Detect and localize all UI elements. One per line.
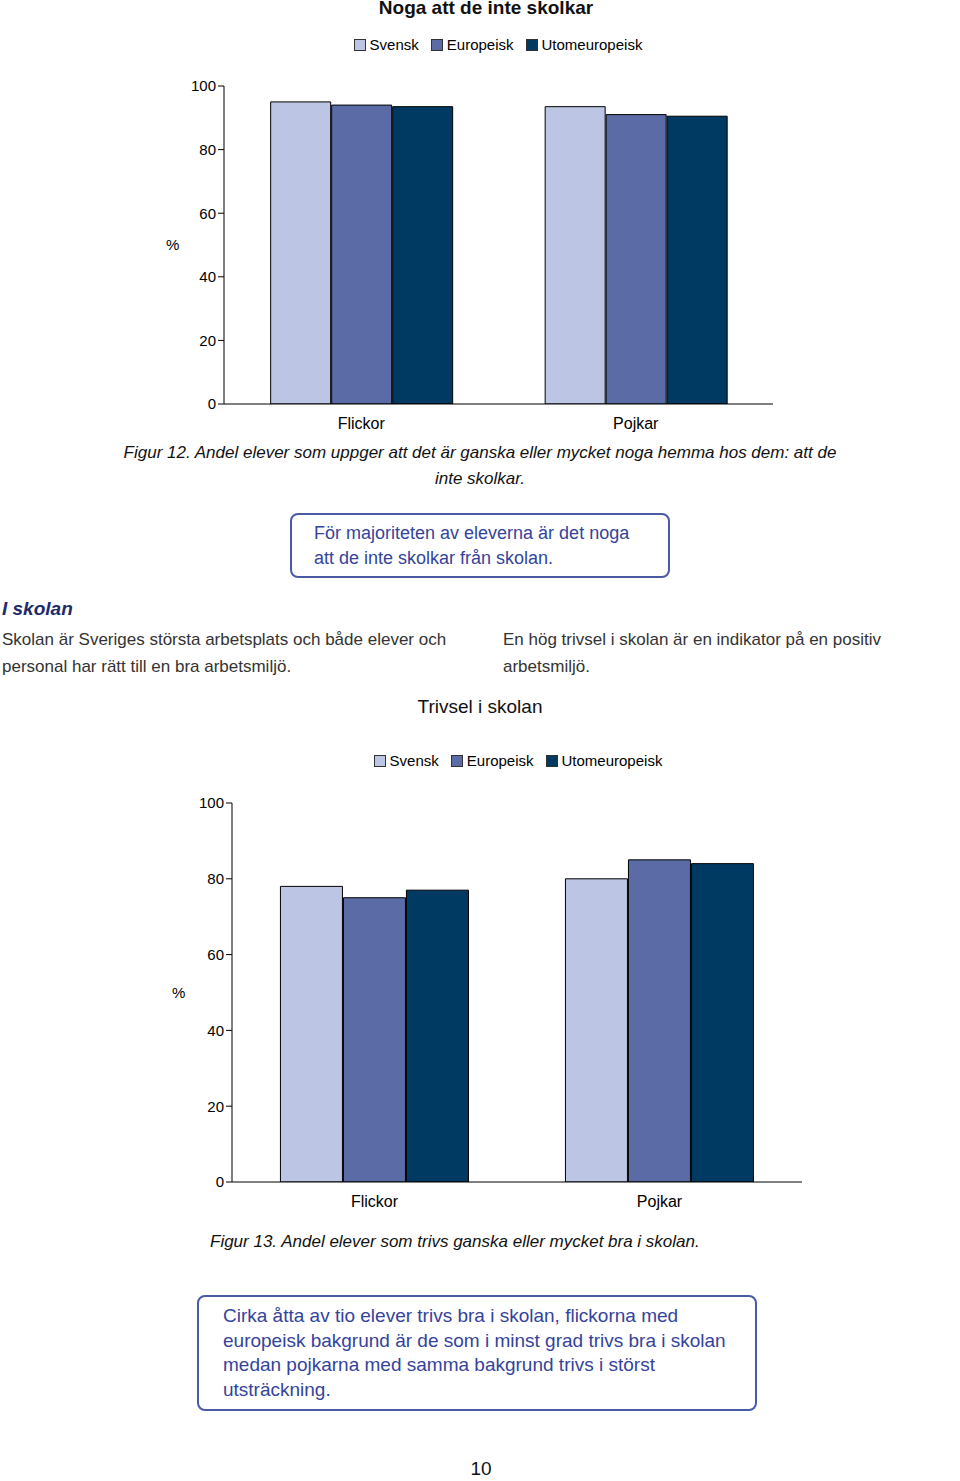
html-text:Utomeuropeisk: Utomeuropeisk	[561, 752, 663, 769]
html-text:För majoriteten av eleverna är: För majoriteten av eleverna är det noga …	[314, 523, 630, 568]
svg-text:20: 20	[207, 1098, 224, 1115]
html-text:Svensk: Svensk	[389, 752, 439, 769]
html-text:Svensk: Svensk	[369, 36, 419, 53]
svg-text:100: 100	[199, 794, 224, 811]
html-text:Europeisk: Europeisk	[466, 752, 534, 769]
html-text:Europeisk: Europeisk	[446, 36, 514, 53]
svg-text:0: 0	[216, 1173, 224, 1190]
svg-text:40: 40	[207, 1022, 224, 1039]
svg-text:100: 100	[191, 77, 216, 94]
svg-text:60: 60	[207, 946, 224, 963]
html-text:Skolan är Sveriges största arb: Skolan är Sveriges största arbetsplats o…	[2, 630, 447, 676]
svg-text:Flickor: Flickor	[351, 1193, 399, 1210]
html-text:10: 10	[470, 1458, 492, 1479]
html-text:En hög trivsel i skolan är en: En hög trivsel i skolan är en indikator …	[503, 630, 881, 676]
html-text:Utomeuropeisk: Utomeuropeisk	[541, 36, 643, 53]
html-text:Figur 12. Andel elever som upp: Figur 12. Andel elever som uppger att de…	[123, 443, 837, 488]
html-text:I skolan: I skolan	[2, 598, 73, 619]
svg-text:40: 40	[199, 268, 216, 285]
html-text:Trivsel i skolan: Trivsel i skolan	[417, 696, 543, 717]
svg-text:20: 20	[199, 332, 216, 349]
svg-text:60: 60	[199, 205, 216, 222]
svg-text:Flickor: Flickor	[338, 415, 386, 432]
svg-text:Pojkar: Pojkar	[613, 415, 659, 432]
html-text:Cirka åtta av tio elever trivs: Cirka åtta av tio elever trivs bra i sko…	[223, 1305, 726, 1400]
svg-text:0: 0	[208, 395, 216, 412]
html-text:Figur 13. Andel elever som tri: Figur 13. Andel elever som trivs ganska …	[210, 1232, 700, 1251]
svg-text:Pojkar: Pojkar	[637, 1193, 683, 1210]
svg-text:80: 80	[207, 870, 224, 887]
svg-text:80: 80	[199, 141, 216, 158]
